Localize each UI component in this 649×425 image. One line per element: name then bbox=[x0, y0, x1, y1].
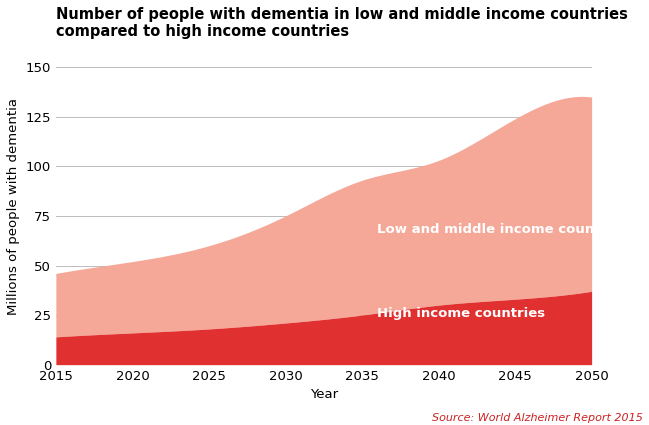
Text: Low and middle income countries: Low and middle income countries bbox=[377, 223, 629, 236]
X-axis label: Year: Year bbox=[310, 388, 337, 401]
Text: High income countries: High income countries bbox=[377, 306, 545, 320]
Text: Source: World Alzheimer Report 2015: Source: World Alzheimer Report 2015 bbox=[432, 413, 643, 423]
Text: Number of people with dementia in low and middle income countries
compared to hi: Number of people with dementia in low an… bbox=[56, 7, 628, 40]
Y-axis label: Millions of people with dementia: Millions of people with dementia bbox=[7, 98, 20, 314]
